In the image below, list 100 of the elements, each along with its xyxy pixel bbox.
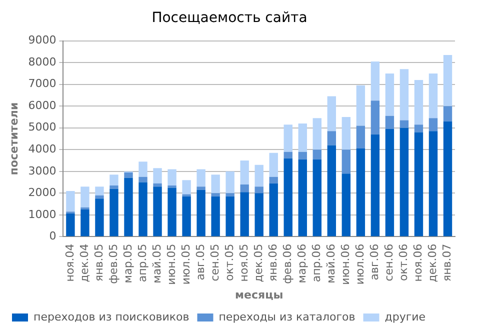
x-tick-label: фев.05: [106, 244, 120, 284]
bar: [240, 184, 249, 192]
bar: [211, 193, 220, 196]
x-tick-label: окт.06: [397, 244, 410, 281]
x-tick-label: янв.06: [266, 244, 280, 282]
x-tick-label: май.06: [324, 244, 338, 284]
bar: [356, 126, 366, 149]
y-tick-label: 1000: [28, 208, 56, 221]
bar: [327, 145, 336, 236]
bar: [226, 196, 234, 236]
x-tick-label: окт.05: [222, 244, 236, 281]
bar: [240, 160, 249, 184]
y-tick-label: 2000: [28, 186, 56, 200]
bar: [284, 158, 292, 236]
bar: [138, 176, 148, 182]
bar: [182, 196, 191, 236]
bar: [327, 96, 336, 132]
x-tick-label: авг.05: [194, 244, 207, 280]
y-tick-label: 5000: [28, 120, 56, 134]
x-tick-label: дек.05: [252, 244, 265, 282]
y-tick-label: 4000: [28, 142, 56, 156]
bar: [312, 150, 322, 160]
y-tick-label: 7000: [28, 77, 56, 90]
bar: [385, 116, 394, 129]
bar: [95, 186, 104, 196]
bar: [182, 180, 191, 194]
x-tick-label: июн.06: [339, 244, 352, 285]
bar: [254, 164, 264, 187]
legend-label: другие: [384, 310, 426, 324]
bar: [298, 159, 307, 236]
bar: [342, 174, 351, 236]
bar: [80, 186, 90, 208]
x-tick-label: ноя.05: [237, 244, 250, 282]
bar: [298, 152, 307, 160]
bar: [153, 168, 162, 184]
y-tick-label: 6000: [28, 98, 56, 112]
y-axis-title: посетители: [7, 102, 20, 176]
y-tick-label: 8000: [28, 55, 56, 68]
x-tick-label: ноя.06: [412, 244, 425, 282]
x-tick-label: дек.04: [78, 244, 91, 282]
bar: [370, 134, 380, 236]
bar: [254, 193, 264, 236]
bar: [66, 190, 75, 212]
bar: [443, 54, 452, 106]
bar: [110, 188, 118, 236]
bar: [211, 174, 220, 194]
bar: [254, 186, 264, 194]
bar: [428, 131, 438, 236]
bar: [168, 169, 176, 186]
x-tick-label: мар.05: [121, 244, 134, 284]
bar: [269, 176, 278, 184]
x-tick-label: июн.05: [164, 244, 178, 285]
bar: [196, 186, 206, 190]
x-tick-label: июл.06: [354, 244, 367, 285]
x-tick-label: май.05: [150, 244, 164, 284]
bar: [385, 128, 394, 236]
x-tick-label: ноя.04: [63, 244, 76, 282]
bar: [414, 124, 424, 132]
bar: [95, 195, 104, 199]
x-tick-label: янв.07: [440, 244, 454, 282]
y-tick-label: 3000: [28, 164, 56, 178]
x-tick-label: дек.06: [426, 244, 440, 282]
bar: [327, 131, 336, 146]
legend-label: переходы из каталогов: [218, 310, 356, 324]
bar: [269, 152, 278, 177]
x-tick-label: июл.05: [179, 244, 192, 285]
bar: [196, 169, 206, 187]
bar: [400, 128, 409, 236]
bar: [240, 192, 249, 236]
bar: [226, 193, 234, 196]
bar: [428, 118, 438, 132]
x-tick-label: авг.06: [368, 244, 382, 280]
bar: [342, 150, 351, 174]
bar: [110, 186, 118, 189]
bar: [284, 124, 292, 152]
x-tick-label: апр.06: [310, 244, 323, 282]
bar: [298, 124, 307, 152]
x-axis-title: месяцы: [235, 288, 284, 302]
bar: [95, 198, 104, 236]
bar: [414, 132, 424, 236]
bar: [400, 69, 409, 120]
bar: [356, 85, 366, 126]
bar: [80, 209, 90, 236]
bar: [443, 121, 452, 236]
bar: [443, 106, 452, 122]
bar: [138, 162, 148, 177]
bar: [211, 196, 220, 236]
y-tick-label: 9000: [28, 34, 56, 47]
x-tick-label: сен.06: [382, 244, 396, 282]
bar: [138, 182, 148, 236]
bar: [312, 159, 322, 236]
bar: [66, 213, 75, 236]
x-tick-label: мар.06: [295, 244, 308, 284]
y-tick-label: 0: [49, 230, 56, 243]
bar: [196, 190, 206, 236]
bar: [168, 188, 176, 236]
chart-title: Посещаемость сайта: [152, 10, 308, 26]
bar: [153, 183, 162, 187]
x-tick-label: сен.05: [208, 244, 222, 282]
x-tick-label: фев.06: [280, 244, 294, 284]
